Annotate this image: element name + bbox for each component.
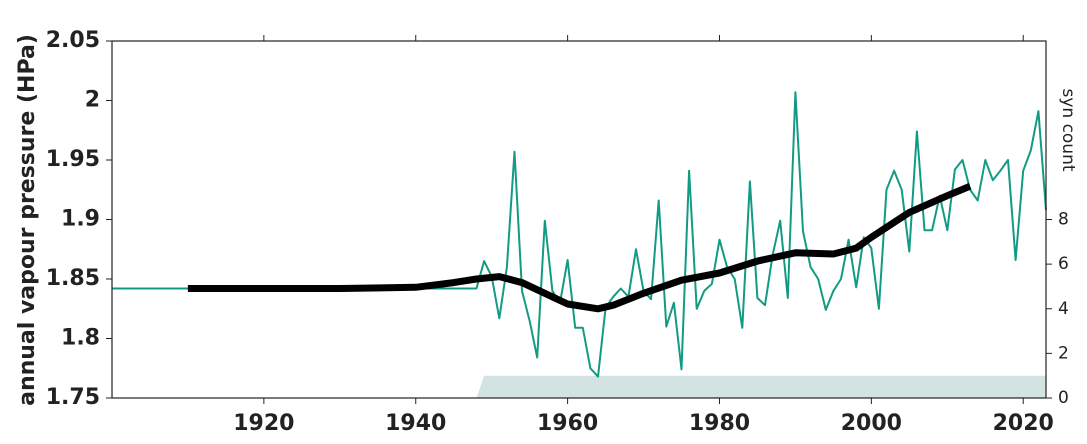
y2-tick-label: 4 [1058,299,1069,319]
y-axis-label: annual vapour pressure (HPa) [15,34,40,406]
area [476,375,1046,398]
y2-tick-label: 8 [1058,210,1069,230]
y2-axis-label: syn count [1058,88,1078,171]
y-tick-label: 1.8 [61,326,100,351]
y-tick-label: 2 [85,88,100,113]
y-tick-label: 2.05 [46,28,100,53]
x-tick-label: 1960 [537,411,598,436]
smooth-line [187,182,972,313]
y-tick-label: 1.9 [61,207,100,232]
y2-tick-label: 6 [1058,254,1069,274]
x-tick-label: 1980 [689,411,750,436]
y2-tick-label: 2 [1058,343,1069,363]
y-tick-label: 1.85 [46,266,100,291]
y-tick-label: 1.95 [46,147,100,172]
y-tick-label: 1.75 [46,385,100,410]
x-tick-label: 1940 [385,411,446,436]
x-tick-label: 2000 [841,411,902,436]
x-tick-label: 1920 [233,411,294,436]
line [112,91,1047,378]
x-tick-label: 2020 [993,411,1054,436]
y2-tick-label: 0 [1058,388,1069,408]
